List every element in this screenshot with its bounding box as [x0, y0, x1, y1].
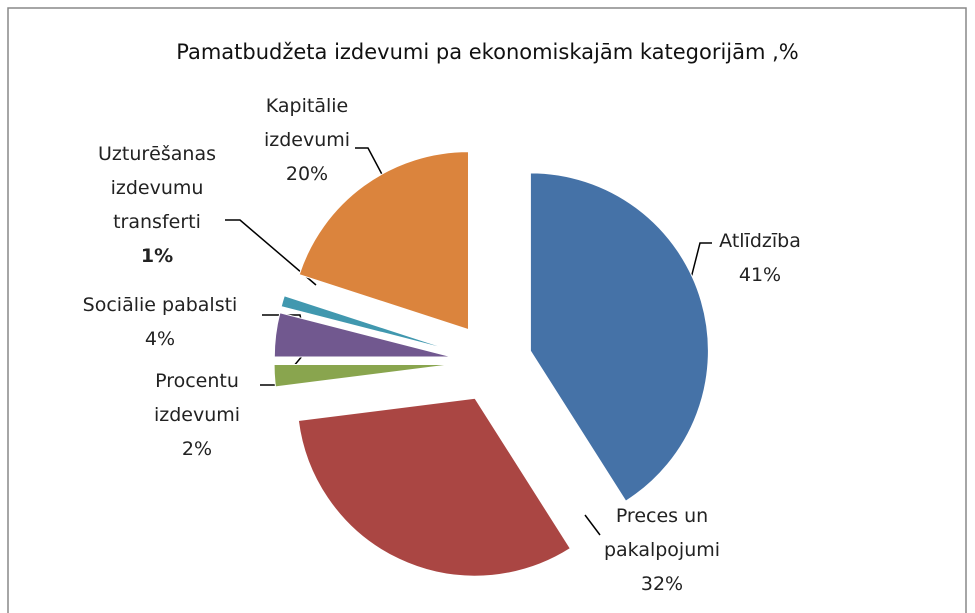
- slice-name: Sociālie pabalsti: [82, 294, 238, 316]
- slice-value: 2%: [181, 438, 213, 460]
- chart-title: Pamatbudžeta izdevumi pa ekonomiskajām k…: [176, 40, 799, 64]
- slice-label: Atlīdzība 41%: [705, 224, 815, 292]
- pie-slice: [529, 172, 709, 502]
- slice-name: Uzturēšanas izdevumu transferti: [98, 143, 216, 233]
- leader-line: [355, 147, 386, 181]
- slice-label: Preces un pakalpojumi 32%: [592, 499, 732, 601]
- slice-label: Sociālie pabalsti 4%: [70, 288, 250, 356]
- frame: [7, 7, 967, 613]
- pie-slice: [280, 295, 454, 352]
- slice-value: 1%: [140, 245, 174, 267]
- leader-line: [225, 219, 317, 286]
- pie-slice: [273, 364, 453, 388]
- slice-name: Preces un pakalpojumi: [603, 505, 721, 561]
- slice-name: Procentu izdevumi: [153, 370, 241, 426]
- slice-label: Procentu izdevumi 2%: [132, 364, 262, 466]
- pie-slice: [297, 397, 572, 577]
- slice-value: 41%: [738, 264, 782, 286]
- slice-name: Kapitālie izdevumi: [263, 95, 351, 151]
- leader-line: [584, 514, 601, 536]
- slice-value: 4%: [144, 328, 176, 350]
- leader-line: [687, 242, 712, 291]
- slice-value: 32%: [640, 573, 684, 595]
- slice-label: Uzturēšanas izdevumu transferti 1%: [82, 137, 232, 273]
- pie-slice: [273, 312, 453, 358]
- slice-label: Kapitālie izdevumi 20%: [252, 89, 362, 191]
- pie-slice: [298, 151, 469, 331]
- slice-value: 20%: [285, 163, 329, 185]
- slice-name: Atlīdzība: [719, 230, 801, 252]
